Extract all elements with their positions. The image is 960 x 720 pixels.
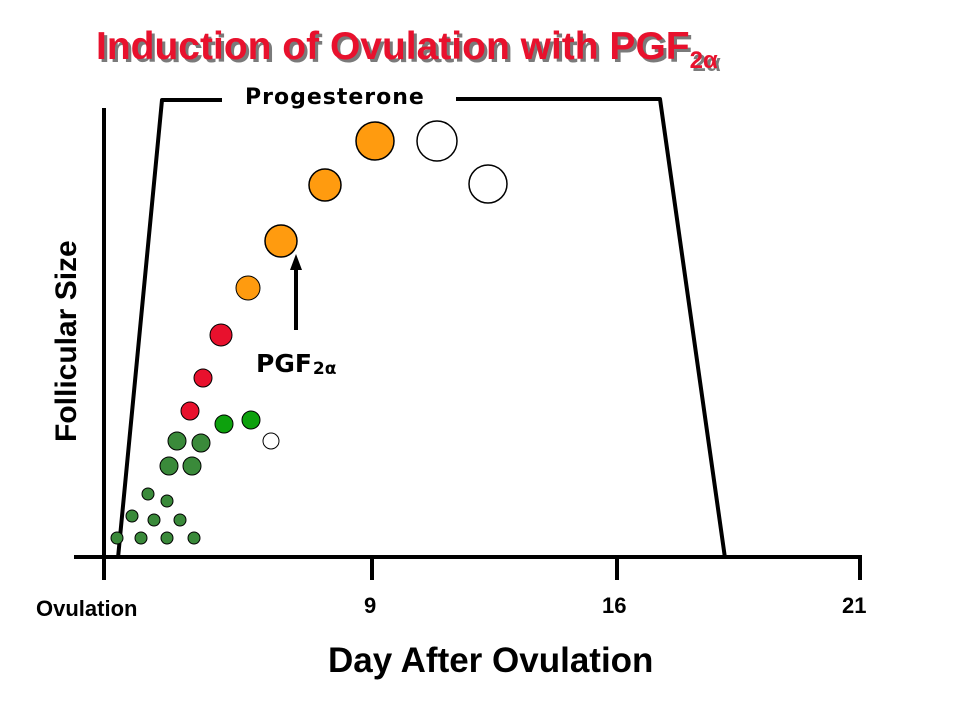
x-tick-label-9: 9 — [364, 593, 376, 618]
title-shadow: Induction of Ovulation with PGF2α — [99, 28, 721, 77]
follicle-medium-9 — [159, 456, 179, 476]
follicle-medium-12 — [191, 433, 211, 453]
progesterone-curve-right — [456, 97, 727, 559]
x-origin-label: Ovulation — [36, 596, 137, 621]
pgf-arrow — [290, 254, 302, 330]
follicle-small-0 — [110, 531, 124, 545]
slide-title: Induction of Ovulation with PGF2α Induct… — [96, 25, 721, 77]
follicle-bright-14 — [241, 410, 261, 430]
x-axis-label: Day After Ovulation — [328, 641, 653, 680]
x-tick-label-16: 16 — [602, 593, 626, 618]
follicle-small-6 — [173, 513, 187, 527]
progesterone-label: Progesterone — [245, 85, 425, 110]
arrow-head — [290, 254, 302, 270]
progesterone-curve — [116, 98, 222, 559]
follicle-small-2 — [160, 531, 174, 545]
x-tick-label-21: 21 — [842, 593, 866, 618]
follicle-bright-13 — [214, 414, 234, 434]
follicle-orange-21 — [308, 168, 342, 202]
follicle-orange-19 — [235, 275, 261, 301]
title-text: Induction of Ovulation with PGF2α — [96, 25, 718, 74]
follicle-empty-large-24 — [468, 164, 508, 204]
follicle-small-3 — [187, 531, 201, 545]
follicle-orange-22 — [355, 121, 395, 161]
follicle-medium-11 — [167, 431, 187, 451]
pgf-label: PGF2α — [256, 349, 336, 379]
follicle-orange-20 — [264, 224, 298, 258]
follicle-red-17 — [193, 368, 213, 388]
follicle-small-1 — [134, 531, 148, 545]
follicle-empty-small-15 — [262, 432, 280, 450]
follicles — [110, 120, 508, 545]
follicle-small-7 — [141, 487, 155, 501]
follicle-empty-large-23 — [416, 120, 458, 162]
follicle-small-8 — [160, 494, 174, 508]
follicle-small-5 — [147, 513, 161, 527]
follicle-small-4 — [125, 509, 139, 523]
y-axis-label: Follicular Size — [50, 240, 83, 442]
follicle-red-18 — [209, 323, 233, 347]
follicle-medium-10 — [182, 456, 202, 476]
follicle-red-16 — [180, 401, 200, 421]
